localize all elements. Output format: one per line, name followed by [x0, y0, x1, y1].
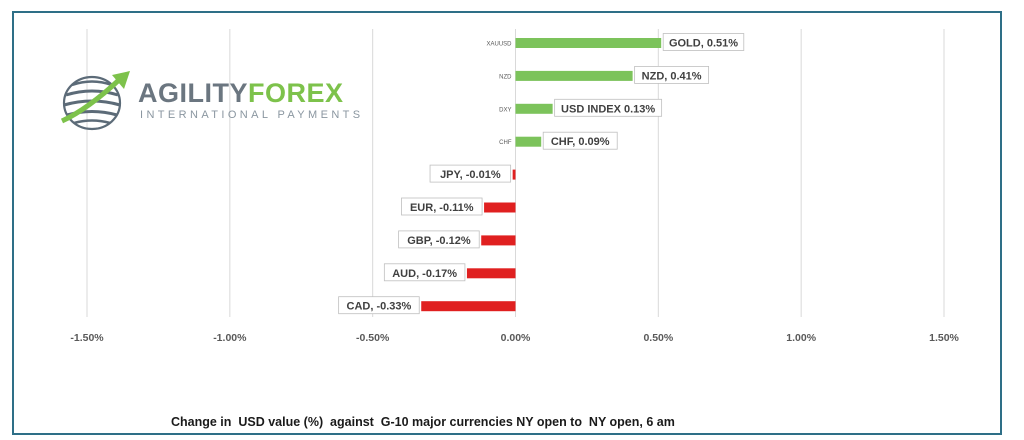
x-tick-label: 1.50%: [929, 332, 959, 344]
category-label: DXY: [499, 107, 511, 113]
bar: [515, 38, 662, 48]
chart-frame: XAUUSD NZD DXY CHF GOLD, 0.51% NZD, 0.41% USD…: [12, 11, 1002, 435]
category-label: CHF: [499, 140, 512, 146]
data-label: CAD, -0.33%: [347, 301, 412, 313]
category-label: XAUUSD: [486, 42, 512, 48]
agilityforex-logo: AGILITYFOREX INTERNATIONAL PAYMENTS: [58, 65, 360, 135]
data-label: AUD, -0.17%: [392, 268, 457, 280]
data-label: EUR, -0.11%: [410, 202, 474, 214]
bar: [515, 70, 633, 81]
chart-caption: Change in USD value (%) against G-10 maj…: [171, 415, 675, 429]
bar: [515, 103, 553, 114]
logo-wordmark: AGILITYFOREX: [138, 78, 344, 108]
data-label-box: [662, 33, 745, 51]
category-label: NZD: [499, 74, 512, 80]
x-tick-label: 0.00%: [501, 332, 531, 344]
x-tick-label: -0.50%: [356, 332, 390, 344]
data-label: CHF, 0.09%: [551, 136, 610, 148]
bar-chart: XAUUSD NZD DXY CHF GOLD, 0.51% NZD, 0.41% USD…: [70, 29, 960, 344]
data-label-box: [401, 197, 483, 216]
category-labels: XAUUSD NZD DXY CHF: [486, 42, 512, 147]
logo-tagline: INTERNATIONAL PAYMENTS: [140, 109, 364, 121]
data-labels: GOLD, 0.51% NZD, 0.41% USD INDEX 0.13% CHF,…: [338, 33, 745, 315]
bar: [466, 268, 516, 279]
bar: [512, 169, 516, 180]
data-label-box: [554, 98, 663, 117]
globe-swoosh-icon: [60, 71, 130, 131]
x-tick-label: 1.00%: [786, 332, 816, 344]
x-tick-labels: -1.50% -1.00% -0.50% 0.00% 0.50% 1.00% 1.50%: [70, 332, 959, 344]
logo-wordmark-part1: AGILITY: [138, 78, 248, 108]
bar: [484, 202, 516, 213]
data-label: NZD, 0.41%: [642, 70, 702, 82]
data-label-box: [398, 230, 480, 249]
logo-wordmark-part2: FOREX: [248, 78, 344, 108]
data-label: GOLD, 0.51%: [669, 38, 738, 50]
data-label: JPY, -0.01%: [440, 169, 501, 181]
data-label-box: [338, 296, 420, 315]
x-tick-label: 0.50%: [643, 332, 673, 344]
x-tick-label: -1.50%: [70, 332, 104, 344]
data-label-box: [634, 66, 710, 84]
bars: [421, 38, 662, 312]
data-label: GBP, -0.12%: [407, 235, 471, 247]
bar: [481, 235, 516, 246]
bar: [421, 301, 516, 312]
data-label-box: [542, 131, 618, 150]
x-tick-label: -1.00%: [213, 332, 247, 344]
data-label-box: [429, 164, 512, 183]
data-label: USD INDEX 0.13%: [561, 103, 655, 115]
data-label-box: [383, 263, 466, 282]
bar: [515, 136, 542, 147]
